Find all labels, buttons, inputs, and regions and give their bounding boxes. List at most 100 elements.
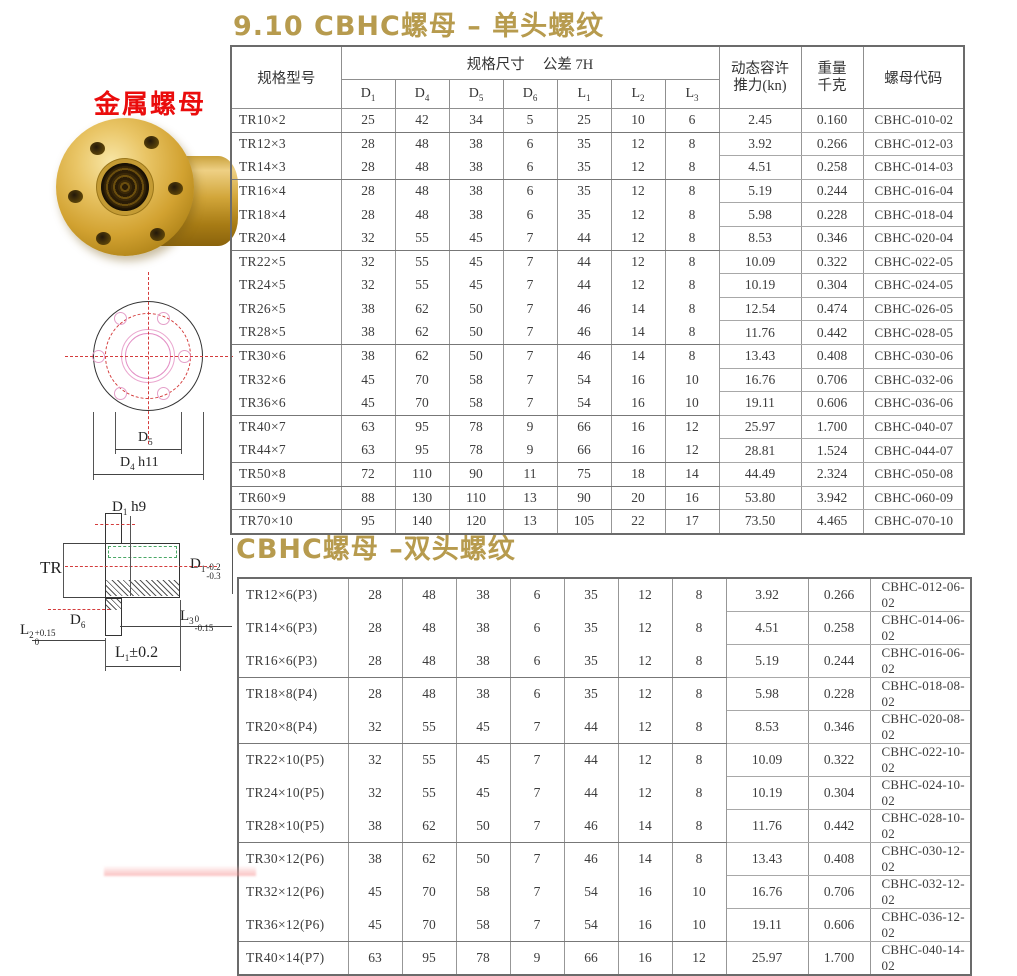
table-cell-dim: 22 [610, 509, 666, 535]
d1-right-dim-line [232, 538, 233, 594]
table-cell-dim: 38 [340, 344, 396, 369]
table-cell-dim: 44 [556, 273, 612, 298]
table-cell-spec: TR60×9 [230, 486, 342, 511]
table-cell-dim: 14 [617, 809, 673, 843]
d1h9-label: D1 h9 [112, 499, 147, 517]
table-cell-dim: 38 [455, 578, 511, 612]
l1-label: L1±0.2 [115, 644, 159, 664]
col-header-d4: D4 [394, 79, 450, 109]
table-cell-dim: 12 [610, 226, 666, 251]
table-cell-code: CBHC-032-06 [862, 368, 965, 393]
table-cell-dim: 11 [502, 462, 558, 487]
d1-tol-label: D1 -0.2 -0.3 [190, 556, 221, 581]
table-cell-dim: 48 [394, 202, 450, 227]
table-cell-dim: 14 [664, 462, 720, 487]
table-cell-weight: 0.304 [807, 776, 871, 810]
table-cell-dim: 62 [394, 320, 450, 345]
table-cell-dim: 95 [340, 509, 396, 535]
tol-top: 0 [194, 614, 200, 624]
thread-zone [108, 546, 177, 558]
table-cell-spec: TR18×8(P4) [237, 677, 349, 711]
table-cell-dim: 20 [610, 486, 666, 511]
flange-stub-outline [105, 513, 122, 544]
table-cell-dim: 7 [502, 226, 558, 251]
table-cell-dim: 12 [610, 202, 666, 227]
table-cell-thrust: 3.92 [718, 132, 802, 157]
tol-bot: -0.15 [194, 623, 214, 633]
table-cell-dim: 6 [509, 611, 565, 645]
table-cell-dim: 75 [556, 462, 612, 487]
table-cell-dim: 12 [617, 578, 673, 612]
table-cell-dim: 6 [502, 132, 558, 156]
table-cell-dim: 70 [401, 908, 457, 942]
table-cell-dim: 50 [448, 297, 504, 321]
table-cell-dim: 14 [610, 320, 666, 345]
stub-centerline [95, 524, 135, 525]
tr-label: TR [40, 558, 62, 577]
table-cell-dim: 42 [394, 108, 450, 133]
table-cell-dim: 70 [394, 368, 450, 392]
table-cell-code: CBHC-040-14-02 [869, 941, 972, 976]
table-cell-spec: TR22×10(P5) [237, 743, 349, 777]
table-cell-weight: 0.706 [807, 875, 871, 909]
table-cell-dim: 17 [664, 509, 720, 535]
table-cell-dim: 78 [448, 438, 504, 463]
bolt-hole [114, 387, 127, 400]
table-cell-weight: 0.442 [800, 320, 864, 345]
table-cell-spec: TR20×4 [230, 226, 342, 251]
table-cell-dim: 48 [401, 611, 457, 645]
table-cell-dim: 12 [610, 273, 666, 298]
table-cell-dim: 38 [455, 611, 511, 645]
table-cell-dim: 45 [340, 368, 396, 392]
d4-dim-label: D4 h11 [120, 455, 159, 472]
table-cell-dim: 32 [340, 273, 396, 298]
table-cell-spec: TR14×3 [230, 155, 342, 180]
table-cell-thrust: 8.53 [725, 710, 809, 744]
d6-label: D6 [70, 612, 86, 630]
table-cell-dim: 8 [664, 202, 720, 227]
table-cell-dim: 25 [340, 108, 396, 133]
table-row: TR10×2 25 42 34 5 25 10 6 2.45 0.160 CBHC-010-02 [230, 108, 965, 133]
table-cell-dim: 46 [563, 809, 619, 843]
table-cell-thrust: 25.97 [725, 941, 809, 976]
table-cell-dim: 63 [347, 941, 403, 976]
table-cell-code: CBHC-012-06-02 [869, 578, 972, 612]
table-cell-dim: 32 [340, 226, 396, 251]
table-cell-weight: 0.474 [800, 297, 864, 322]
table-cell-dim: 38 [347, 842, 403, 876]
table-cell-dim: 25 [556, 108, 612, 133]
table-cell-code: CBHC-010-02 [862, 108, 965, 133]
table-cell-dim: 12 [671, 941, 727, 976]
table-cell-code: CBHC-060-09 [862, 486, 965, 511]
table-cell-dim: 14 [610, 344, 666, 369]
table-cell-dim: 12 [617, 776, 673, 810]
col-header-thrust: 动态容许 推力(kn) [718, 45, 802, 109]
table-cell-thrust: 5.19 [725, 644, 809, 678]
horizontal-centerline [65, 356, 233, 357]
table-cell-weight: 0.606 [800, 391, 864, 416]
body-outline [105, 543, 180, 598]
table-cell-weight: 0.244 [800, 179, 864, 204]
table-cell-dim: 8 [664, 297, 720, 321]
table-cell-code: CBHC-020-08-02 [869, 710, 972, 744]
table-cell-dim: 10 [664, 368, 720, 392]
table-cell-dim: 55 [401, 743, 457, 777]
table-cell-dim: 8 [671, 809, 727, 843]
table-cell-code: CBHC-032-12-02 [869, 875, 972, 909]
flange-lower-outline [105, 598, 122, 636]
table-cell-weight: 4.465 [800, 509, 864, 535]
table-cell-dim: 72 [340, 462, 396, 487]
flange-hole [150, 228, 165, 241]
main-centerline [65, 566, 217, 567]
table-cell-code: CBHC-030-06 [862, 344, 965, 369]
col-header-spec: 规格型号 [230, 45, 342, 109]
table-cell-dim: 35 [563, 611, 619, 645]
table-cell-thrust: 5.19 [718, 179, 802, 204]
table-cell-dim: 38 [340, 297, 396, 321]
col-header-l3: L3 [664, 79, 720, 109]
table-cell-thrust: 19.11 [718, 391, 802, 416]
table-cell-weight: 0.346 [807, 710, 871, 744]
table-cell-dim: 6 [509, 578, 565, 612]
table-row: TR22×10(P5) 32 55 45 7 44 12 8 10.09 0.322 CBHC-02… [237, 743, 972, 777]
table-cell-dim: 46 [556, 344, 612, 369]
